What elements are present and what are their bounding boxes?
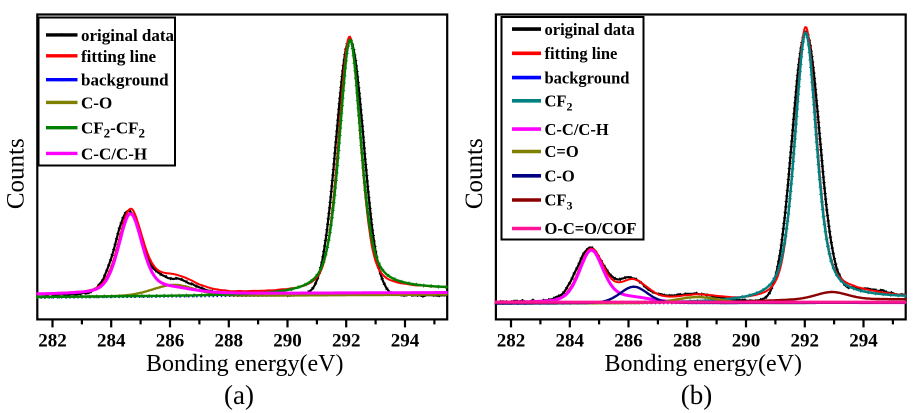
svg-text:C-O: C-O (545, 167, 575, 186)
svg-text:C-O: C-O (81, 93, 112, 112)
svg-text:(a): (a) (224, 380, 254, 410)
svg-text:282: 282 (497, 331, 526, 352)
svg-text:fitting line: fitting line (545, 44, 618, 63)
svg-text:284: 284 (97, 331, 126, 352)
svg-text:background: background (545, 68, 630, 87)
svg-text:286: 286 (156, 331, 185, 352)
svg-text:(b): (b) (681, 380, 712, 410)
svg-text:O-C=O/COF: O-C=O/COF (545, 219, 637, 238)
svg-text:C-C/C-H: C-C/C-H (81, 144, 147, 163)
svg-text:C-C/C-H: C-C/C-H (545, 120, 609, 139)
svg-text:original data: original data (81, 26, 175, 45)
svg-text:Counts: Counts (3, 138, 30, 209)
svg-text:CF2​: CF2​ (545, 92, 573, 114)
svg-text:294: 294 (391, 331, 420, 352)
svg-text:294: 294 (849, 331, 878, 352)
svg-text:288: 288 (673, 331, 702, 352)
svg-text:original data: original data (545, 20, 635, 39)
svg-text:292: 292 (791, 331, 820, 352)
svg-text:fitting line: fitting line (81, 47, 157, 66)
svg-text:292: 292 (332, 331, 361, 352)
svg-text:CF2​-CF2​: CF2​-CF2​ (81, 119, 145, 141)
svg-text:290: 290 (273, 331, 302, 352)
svg-text:286: 286 (614, 331, 643, 352)
svg-text:CF3​: CF3​ (545, 191, 573, 213)
svg-text:288: 288 (215, 331, 244, 352)
svg-text:background: background (81, 71, 169, 90)
svg-text:282: 282 (38, 331, 67, 352)
svg-text:Counts: Counts (461, 138, 488, 209)
svg-text:284: 284 (556, 331, 585, 352)
svg-text:Bonding energy(eV): Bonding energy(eV) (146, 351, 344, 377)
svg-text:Bonding energy(eV): Bonding energy(eV) (604, 351, 802, 377)
svg-text:C=O: C=O (545, 142, 579, 161)
svg-text:290: 290 (732, 331, 761, 352)
